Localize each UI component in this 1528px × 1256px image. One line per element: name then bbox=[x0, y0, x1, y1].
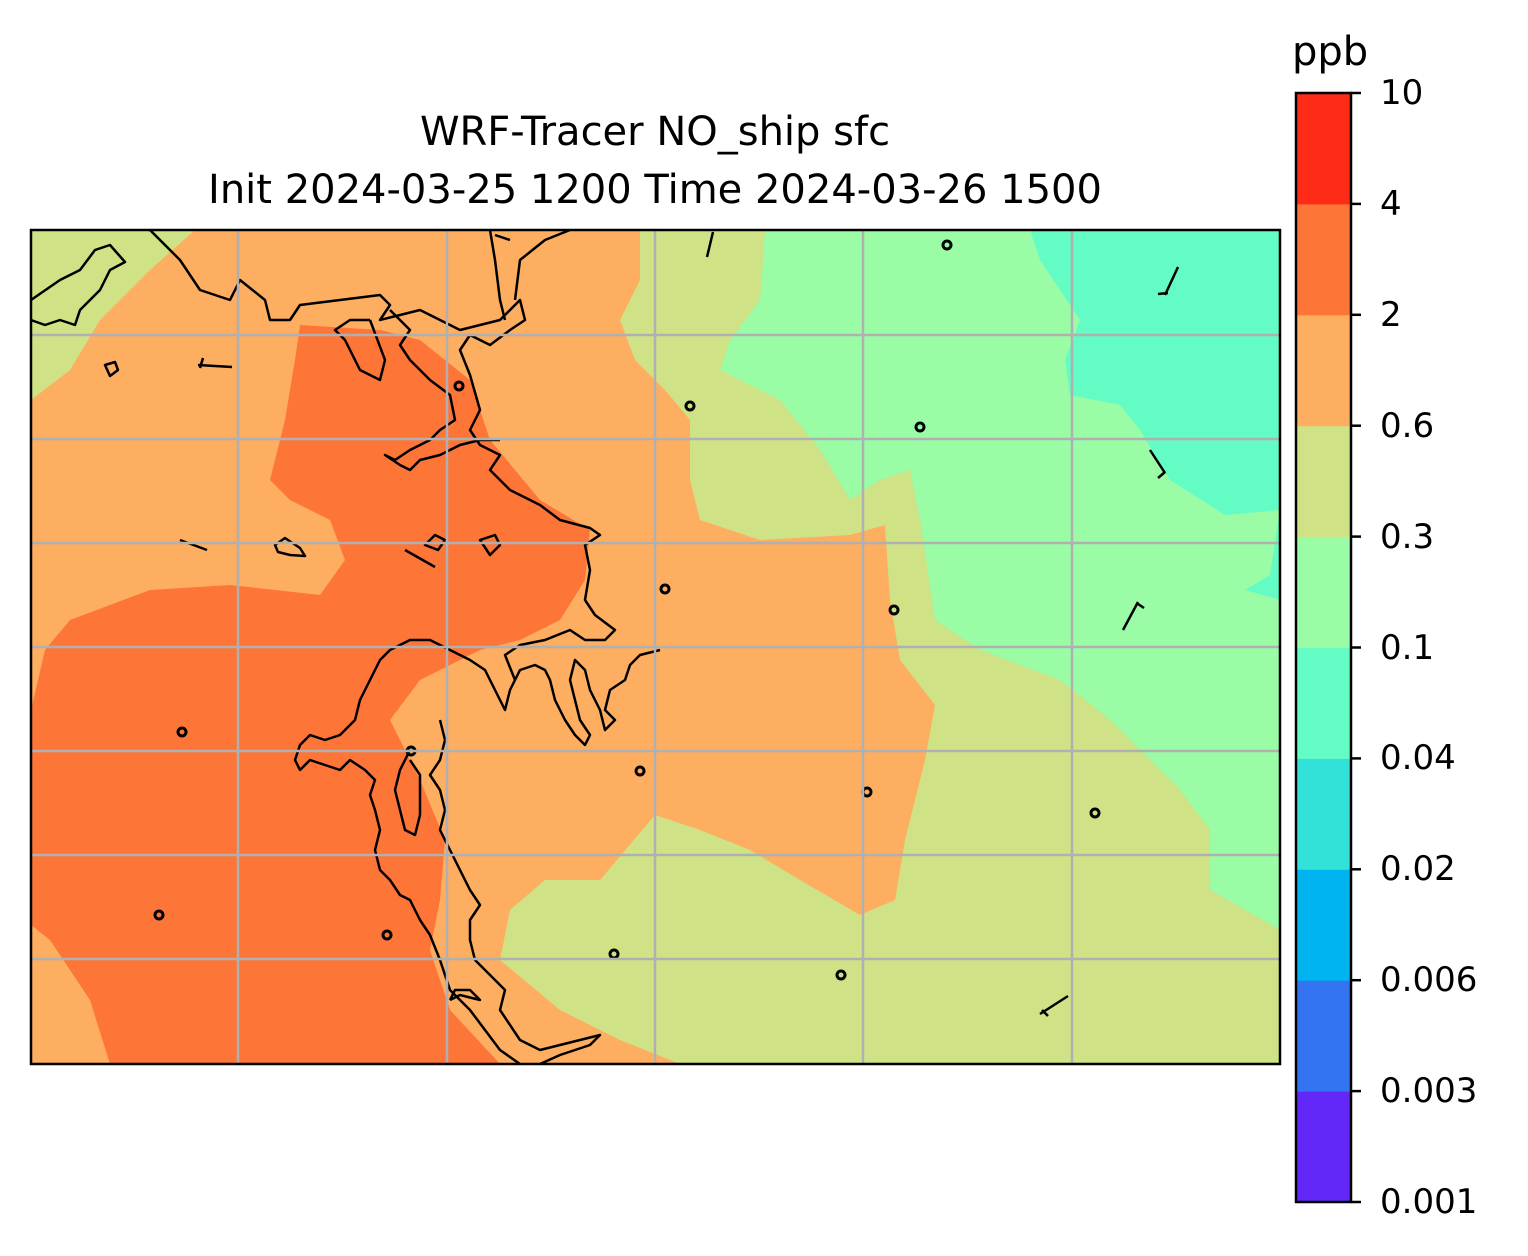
station-marker bbox=[941, 239, 953, 251]
short-segment bbox=[1148, 449, 1167, 479]
contour-region-0.3-0.6-northwest bbox=[31, 230, 195, 400]
short-segment bbox=[1121, 601, 1145, 631]
coastline-bay-west bbox=[333, 318, 387, 382]
colorbar-segment bbox=[1296, 647, 1351, 759]
colorbar-tick-label: 10 bbox=[1380, 73, 1424, 113]
colorbar-segment bbox=[1296, 758, 1351, 870]
colorbar-tick-label: 0.1 bbox=[1380, 627, 1435, 668]
colorbar-tick-label: 4 bbox=[1380, 183, 1402, 224]
contour-region-2-4 bbox=[31, 325, 590, 1064]
coastline-northwest bbox=[31, 243, 127, 327]
colorbar-tick-label: 0.04 bbox=[1380, 738, 1456, 779]
station-marker bbox=[888, 604, 900, 616]
colorbar-segment bbox=[1296, 314, 1351, 427]
short-segment bbox=[179, 538, 208, 552]
coastline-eastern-shore bbox=[293, 638, 661, 1064]
colorbar-segment bbox=[1296, 980, 1351, 1092]
station-marker bbox=[1089, 807, 1101, 819]
short-segment bbox=[1039, 994, 1069, 1017]
station-marker bbox=[659, 583, 671, 595]
colorbar-tick-label: 2 bbox=[1380, 294, 1402, 335]
station-marker bbox=[835, 969, 847, 981]
contour-region-0.04-0.1 bbox=[1030, 230, 1280, 600]
station-marker bbox=[684, 400, 696, 412]
colorbar-tick-label: 0.3 bbox=[1380, 516, 1435, 557]
colorbar-tick-label: 0.001 bbox=[1380, 1182, 1478, 1222]
colorbar bbox=[1296, 91, 1361, 1204]
coastline-lake bbox=[103, 360, 120, 378]
coastline-mouth bbox=[448, 988, 482, 1002]
short-segment bbox=[197, 357, 233, 369]
chart-title: WRF-Tracer NO_ship sfc bbox=[419, 109, 891, 155]
colorbar-tick-label: 0.003 bbox=[1380, 1071, 1478, 1112]
station-marker bbox=[634, 765, 646, 777]
station-marker bbox=[914, 421, 926, 433]
colorbar-tick-label: 0.02 bbox=[1380, 849, 1456, 890]
station-marker bbox=[381, 929, 393, 941]
coastlines bbox=[31, 230, 1180, 1064]
coastline-rivers bbox=[393, 749, 422, 837]
short-segment bbox=[705, 231, 715, 258]
coastline-island-b bbox=[478, 533, 502, 557]
map-frame bbox=[29, 228, 1282, 1066]
colorbar-frame bbox=[1294, 91, 1353, 1204]
station-markers bbox=[153, 239, 1101, 981]
colorbar-tick-label: 0.6 bbox=[1380, 405, 1435, 446]
station-marker bbox=[153, 909, 165, 921]
short-segment bbox=[1157, 266, 1180, 296]
coastline-bay-islands bbox=[383, 309, 500, 472]
colorbar-segment bbox=[1296, 869, 1351, 981]
coastline-bay-channel bbox=[488, 230, 571, 321]
colorbar-tick-label: 0.006 bbox=[1380, 960, 1478, 1001]
colorbar-segment bbox=[1296, 1091, 1351, 1203]
short-segment bbox=[404, 548, 436, 569]
coastline-western-shore bbox=[428, 719, 602, 1064]
station-marker bbox=[453, 380, 465, 392]
coastline-island-a bbox=[423, 533, 447, 552]
chart-subtitle: Init 2024-03-25 1200 Time 2024-03-26 150… bbox=[208, 167, 1102, 213]
gridlines bbox=[31, 230, 1280, 1064]
colorbar-segment bbox=[1296, 425, 1351, 538]
colorbar-segment bbox=[1296, 93, 1351, 205]
coastline-island-west bbox=[273, 536, 307, 558]
colorbar-segment bbox=[1296, 536, 1351, 648]
station-marker bbox=[176, 726, 188, 738]
colorbar-segment bbox=[1296, 203, 1351, 316]
